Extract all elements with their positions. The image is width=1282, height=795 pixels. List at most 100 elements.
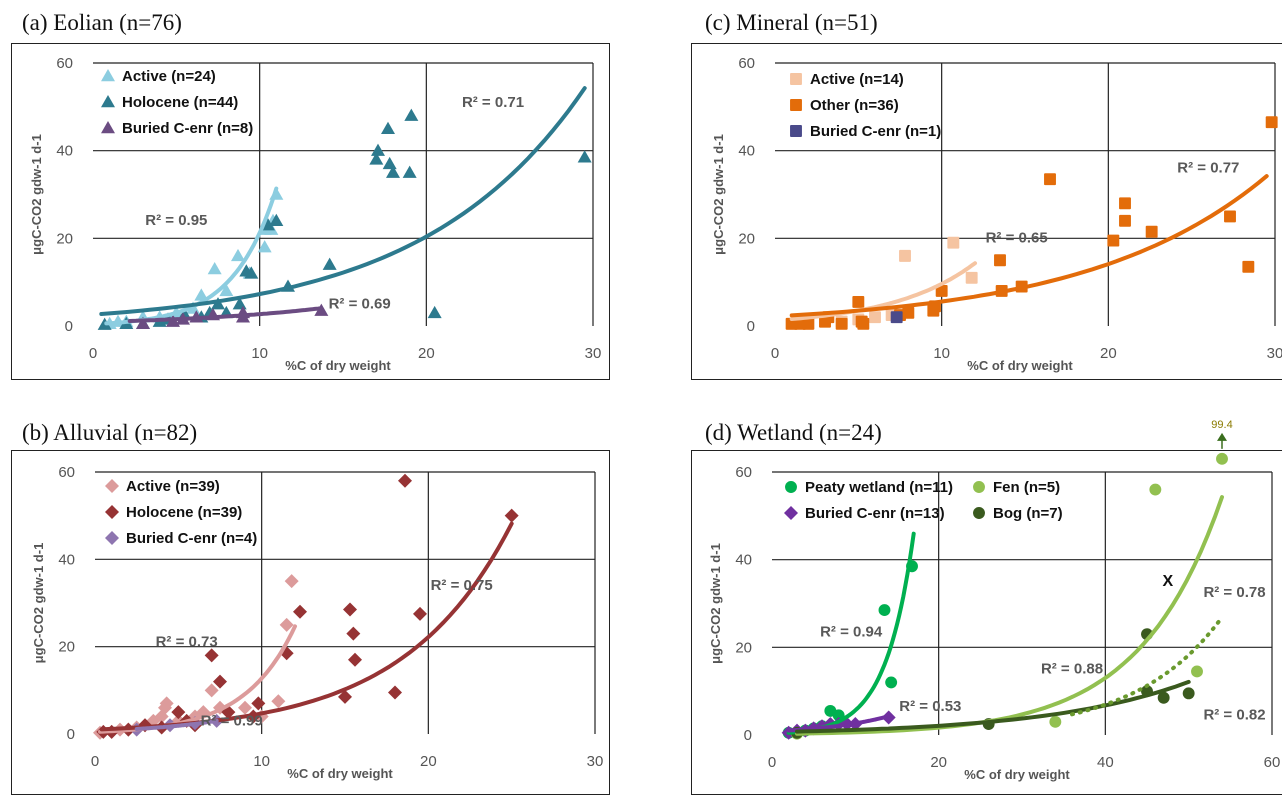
legend-label: Buried C-enr (n=13) (805, 505, 945, 522)
cross-marker-label: X (1162, 573, 1173, 590)
legend-label: Bog (n=7) (993, 505, 1063, 522)
legend-marker (973, 481, 985, 493)
trendline (99, 521, 514, 732)
data-point (381, 121, 395, 134)
data-point (382, 156, 397, 170)
legend-marker (105, 479, 119, 493)
x-axis-label: %C of dry weight (964, 767, 1070, 782)
x-tick-label: 20 (420, 753, 437, 770)
y-tick-label: 60 (56, 55, 73, 72)
panel-title: (b) Alluvial (n=82) (22, 420, 198, 445)
x-axis-label: %C of dry weight (967, 358, 1073, 373)
legend-label: Buried C-enr (n=4) (126, 530, 257, 547)
data-point (238, 700, 252, 715)
x-tick-label: 10 (933, 345, 950, 362)
data-point (885, 676, 898, 689)
x-tick-label: 0 (768, 754, 776, 771)
y-tick-label: 0 (744, 727, 752, 744)
trendline (795, 679, 1191, 734)
data-point (269, 213, 284, 227)
trendline (795, 495, 1224, 736)
panel-eolian: (a) Eolian (n=76) 0 10 20 30 0 20 40 60 %C of dr… (0, 0, 641, 392)
legend-label: Fen (n=5) (993, 479, 1060, 496)
panel-mineral: (c) Mineral (n=51) 0 10 20 30 0 20 40 60 %C of d… (641, 0, 1282, 392)
data-point (835, 317, 848, 330)
y-tick-label: 40 (56, 143, 73, 160)
y-axis-label: μgC-CO2 gdw-1 d-1 (708, 543, 723, 664)
x-tick-label: 10 (251, 345, 268, 362)
r-squared-label: R² = 0.88 (1041, 661, 1103, 678)
x-tick-label: 10 (253, 753, 270, 770)
data-point (136, 316, 150, 330)
data-point (504, 508, 519, 523)
data-point (935, 284, 948, 297)
x-tick-label: 30 (585, 345, 602, 362)
data-point (284, 574, 299, 589)
y-tick-label: 20 (735, 639, 752, 656)
x-tick-label: 20 (1100, 345, 1117, 362)
data-point (857, 317, 870, 330)
data-point (1149, 483, 1162, 496)
y-tick-label: 20 (738, 230, 755, 247)
data-point (402, 165, 417, 178)
legend-label: Other (n=36) (810, 97, 899, 114)
data-point (802, 317, 815, 330)
data-point (1044, 173, 1056, 186)
legend-label: Holocene (n=39) (126, 504, 242, 521)
data-point (219, 283, 234, 297)
legend-label: Active (n=14) (810, 71, 904, 88)
data-point (293, 604, 307, 619)
panel-title: (d) Wetland (n=24) (705, 420, 882, 445)
off-scale-value-label: 99.4 (1211, 419, 1232, 431)
r-squared-label: R² = 0.71 (462, 94, 524, 111)
chart-wetland: 0 20 40 60 0 20 40 60 %C of dry weight μgC-CO2 gd… (708, 419, 1281, 782)
data-point (322, 257, 337, 270)
r-squared-label: R² = 0.53 (899, 698, 961, 715)
x-tick-label: 0 (771, 345, 779, 362)
data-point (398, 473, 412, 488)
legend-marker (785, 481, 797, 493)
data-point (965, 271, 978, 284)
r-squared-label: R² = 0.65 (986, 230, 1048, 247)
y-tick-label: 40 (735, 552, 752, 569)
y-axis-label: μgC-CO2 gdw-1 d-1 (29, 134, 44, 255)
data-point (1182, 687, 1195, 700)
data-point (1224, 210, 1236, 223)
trendline (789, 174, 1269, 318)
arrow-head-icon (1217, 432, 1227, 441)
legend-marker (101, 95, 115, 108)
panel-title: (a) Eolian (n=76) (22, 10, 182, 35)
legend-marker (790, 73, 802, 85)
data-point (878, 604, 891, 617)
chart-alluvial: 0 10 20 30 0 20 40 60 %C of dry weight μgC-CO2 gd… (31, 464, 603, 781)
data-point (994, 254, 1006, 267)
x-axis-label: %C of dry weight (287, 766, 393, 781)
trendline (127, 306, 324, 323)
legend-marker (973, 507, 985, 519)
y-axis-label: μgC-CO2 gdw-1 d-1 (31, 543, 46, 664)
trendline (134, 718, 219, 731)
legend-marker (101, 69, 115, 82)
legend-marker (790, 125, 802, 137)
data-point (371, 143, 385, 156)
r-squared-label: R² = 0.77 (1177, 160, 1239, 177)
chart-eolian: 0 10 20 30 0 20 40 60 %C of dry weight μgC-CO2 gd… (29, 55, 602, 373)
chart-mineral: 0 10 20 30 0 20 40 60 %C of dry weight μgC-CO2 gd… (711, 55, 1282, 373)
data-point (194, 288, 209, 301)
data-point (1265, 116, 1278, 129)
data-point (1049, 715, 1062, 728)
y-tick-label: 40 (58, 551, 75, 568)
x-axis-label: %C of dry weight (285, 358, 391, 373)
x-tick-label: 60 (1264, 754, 1281, 771)
data-point (388, 685, 402, 700)
r-squared-label: R² = 0.82 (1203, 707, 1265, 724)
panel-wetland: (d) Wetland (n=24) 0 20 40 60 0 20 40 60 %C of d… (641, 393, 1282, 795)
data-point (251, 696, 266, 711)
r-squared-label: R² = 0.73 (156, 634, 218, 651)
x-tick-label: 0 (91, 753, 99, 770)
y-tick-label: 0 (65, 318, 73, 335)
trendline (99, 86, 587, 316)
data-point (213, 674, 227, 689)
panel-alluvial: (b) Alluvial (n=82) 0 10 20 30 0 20 40 60 %C of … (0, 393, 641, 795)
data-point (346, 626, 361, 641)
